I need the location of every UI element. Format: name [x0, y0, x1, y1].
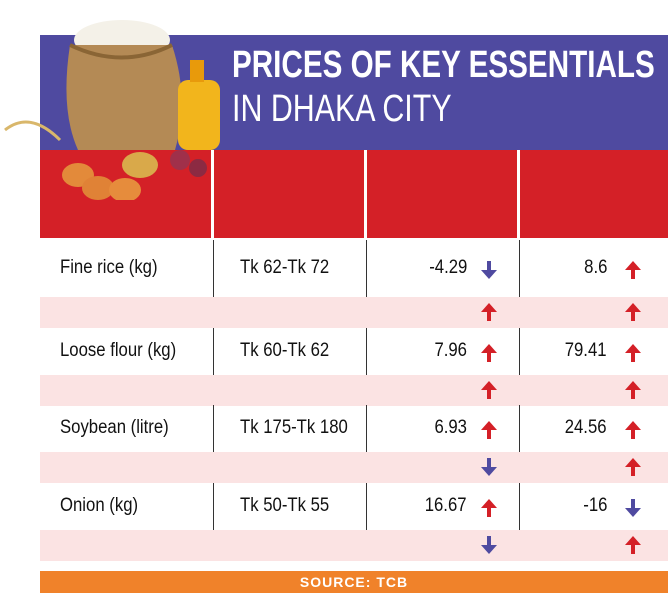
cell-divider — [519, 240, 520, 297]
arrow-up — [625, 381, 641, 399]
cell-divider — [213, 405, 214, 452]
arrow-down — [481, 260, 497, 279]
arrow-up — [481, 343, 497, 362]
arrow-up — [481, 303, 497, 321]
change-value: 24.56 — [565, 416, 607, 438]
price-range: Tk 60-Tk 62 — [240, 339, 330, 361]
arrow-down — [625, 498, 641, 517]
item-name: Soybean (litre) — [60, 416, 169, 438]
arrow-up — [481, 381, 497, 399]
spacer-row — [40, 375, 668, 406]
cell-divider — [366, 405, 367, 452]
item-name: Fine rice (kg) — [60, 256, 158, 278]
arrow-down — [481, 536, 497, 554]
header-row — [213, 150, 668, 238]
change-value: -4.29 — [428, 256, 467, 278]
arrow-up — [625, 303, 641, 321]
source: SOURCE: TCB — [40, 571, 668, 593]
arrow-up — [625, 536, 641, 554]
arrow-up — [625, 343, 641, 362]
change-value: 7.96 — [434, 339, 467, 361]
arrow-up — [625, 458, 641, 476]
column-divider — [211, 150, 214, 238]
subtitle: IN DHAKA CITY — [232, 88, 452, 130]
item-name: Loose flour (kg) — [60, 339, 177, 361]
price-range: Tk 175-Tk 180 — [240, 416, 348, 438]
change-value: -16 — [582, 494, 607, 516]
cell-divider — [366, 483, 367, 530]
change-value: 6.93 — [434, 416, 467, 438]
illustration — [4, 20, 220, 200]
cell-divider — [213, 240, 214, 297]
change-value: 16.67 — [425, 494, 467, 516]
cell-divider — [519, 328, 520, 375]
arrow-up — [481, 420, 497, 439]
cell-divider — [213, 483, 214, 530]
column-divider — [517, 150, 520, 238]
arrow-up — [625, 420, 641, 439]
cell-divider — [519, 483, 520, 530]
item-name: Onion (kg) — [60, 494, 139, 516]
change-value: 8.6 — [583, 256, 607, 278]
arrow-up — [481, 498, 497, 517]
cell-divider — [366, 328, 367, 375]
cell-divider — [366, 240, 367, 297]
column-divider — [364, 150, 367, 238]
spacer-row — [40, 297, 668, 328]
arrow-up — [625, 260, 641, 279]
title: PRICES OF KEY ESSENTIALS — [232, 44, 655, 86]
cell-divider — [519, 405, 520, 452]
spacer-row — [40, 530, 668, 561]
spacer-row — [40, 452, 668, 483]
change-value: 79.41 — [565, 339, 607, 361]
arrow-down — [481, 458, 497, 476]
price-range: Tk 50-Tk 55 — [240, 494, 330, 516]
price-range: Tk 62-Tk 72 — [240, 256, 330, 278]
cell-divider — [213, 328, 214, 375]
